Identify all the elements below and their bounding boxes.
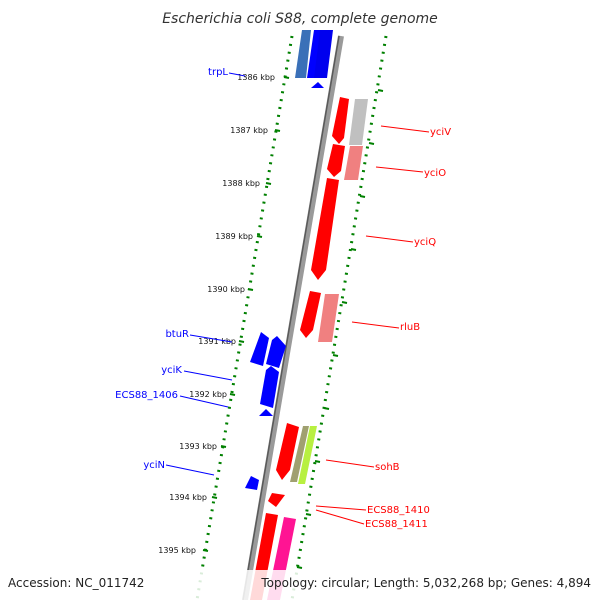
gene-label-yciO: yciO bbox=[424, 168, 446, 179]
topology-text: Topology: circular; Length: 5,032,268 bp… bbox=[260, 576, 591, 590]
tick-label: 1395 kbp bbox=[158, 546, 196, 555]
tick-mark bbox=[247, 288, 254, 291]
tick-label: 1394 kbp bbox=[169, 493, 207, 502]
tick-label: 1386 kbp bbox=[237, 73, 275, 82]
gene-label-leader bbox=[375, 166, 424, 173]
gene-forward bbox=[311, 82, 324, 88]
gene-forward bbox=[245, 476, 259, 490]
gene-label-leader bbox=[165, 464, 215, 476]
gene-forward bbox=[260, 366, 279, 408]
tick-mark bbox=[341, 301, 348, 304]
tick-label: 1387 kbp bbox=[230, 126, 268, 135]
tick-label: 1390 kbp bbox=[207, 285, 245, 294]
gene-reverse bbox=[318, 294, 339, 342]
tick-mark bbox=[350, 248, 357, 251]
gene-label-yciQ: yciQ bbox=[414, 237, 436, 248]
kbp-ticks: 1386 kbp 1387 kbp 1388 kbp 1389 kbp 1390… bbox=[158, 73, 384, 569]
tick-label: 1389 kbp bbox=[215, 232, 253, 241]
tick-mark bbox=[332, 354, 339, 357]
gene-label-ECS88_1410: ECS88_1410 bbox=[367, 505, 430, 516]
gene-reverse bbox=[332, 97, 349, 144]
tick-mark bbox=[256, 235, 263, 238]
tick-mark bbox=[274, 129, 281, 132]
gene-label-leader bbox=[189, 334, 233, 343]
gene-reverse bbox=[300, 291, 321, 338]
tick-mark bbox=[359, 195, 366, 198]
gene-label-leader bbox=[183, 370, 233, 381]
gene-forward bbox=[295, 30, 311, 78]
tick-mark bbox=[368, 142, 375, 145]
tick-mark bbox=[265, 182, 272, 185]
gene-label-leader bbox=[351, 321, 400, 329]
genome-backbone-edge bbox=[242, 35, 340, 600]
tick-label: 1388 kbp bbox=[222, 179, 260, 188]
tick-label: 1392 kbp bbox=[189, 390, 227, 399]
tick-label: 1391 kbp bbox=[198, 337, 236, 346]
gene-label-rluB: rluB bbox=[400, 322, 420, 333]
gene-label-yciK: yciK bbox=[161, 365, 182, 376]
tick-mark bbox=[220, 445, 227, 448]
tick-mark bbox=[305, 513, 312, 516]
map-title: Escherichia coli S88, complete genome bbox=[162, 11, 438, 27]
gene-reverse bbox=[298, 426, 317, 484]
gene-label-leader bbox=[365, 235, 414, 243]
gene-reverse bbox=[349, 99, 368, 145]
gene-reverse bbox=[327, 144, 345, 177]
gene-label-yciV: yciV bbox=[430, 127, 451, 138]
gene-label-leader bbox=[228, 72, 246, 77]
gene-reverse bbox=[290, 426, 309, 482]
gene-label-btuR: btuR bbox=[165, 329, 189, 340]
gene-forward bbox=[250, 332, 269, 366]
gene-label-leader bbox=[315, 505, 367, 511]
gene-reverse bbox=[344, 146, 363, 180]
gene-reverse bbox=[311, 178, 339, 280]
gene-label-ECS88_1411: ECS88_1411 bbox=[365, 519, 428, 530]
tick-mark bbox=[377, 89, 384, 92]
tick-mark bbox=[323, 407, 330, 410]
tick-mark bbox=[296, 566, 303, 569]
gene-reverse bbox=[268, 493, 285, 507]
tick-mark bbox=[229, 393, 236, 396]
gene-forward bbox=[314, 30, 333, 78]
gene-label-leader bbox=[179, 395, 229, 408]
gene-forward bbox=[259, 409, 273, 416]
accession-text: Accession: NC_011742 bbox=[8, 576, 144, 590]
gene-forward bbox=[266, 336, 286, 368]
gene-label-leader bbox=[380, 125, 430, 133]
tick-mark bbox=[283, 76, 290, 79]
tick-mark bbox=[202, 549, 209, 552]
gene-label-ECS88_1406: ECS88_1406 bbox=[115, 390, 178, 401]
tick-label: 1393 kbp bbox=[179, 442, 217, 451]
tick-mark bbox=[314, 460, 321, 463]
footer-background bbox=[0, 570, 600, 600]
genome-backbone bbox=[242, 35, 344, 600]
gene-label-leader bbox=[325, 459, 375, 468]
gene-reverse bbox=[276, 423, 299, 480]
gene-label-leader bbox=[315, 509, 365, 525]
gene-label-yciN: yciN bbox=[143, 460, 165, 471]
gene-label-sohB: sohB bbox=[375, 462, 400, 473]
gene-label-trpL: trpL bbox=[208, 67, 228, 78]
tick-mark bbox=[211, 496, 218, 499]
tick-mark bbox=[238, 340, 245, 343]
